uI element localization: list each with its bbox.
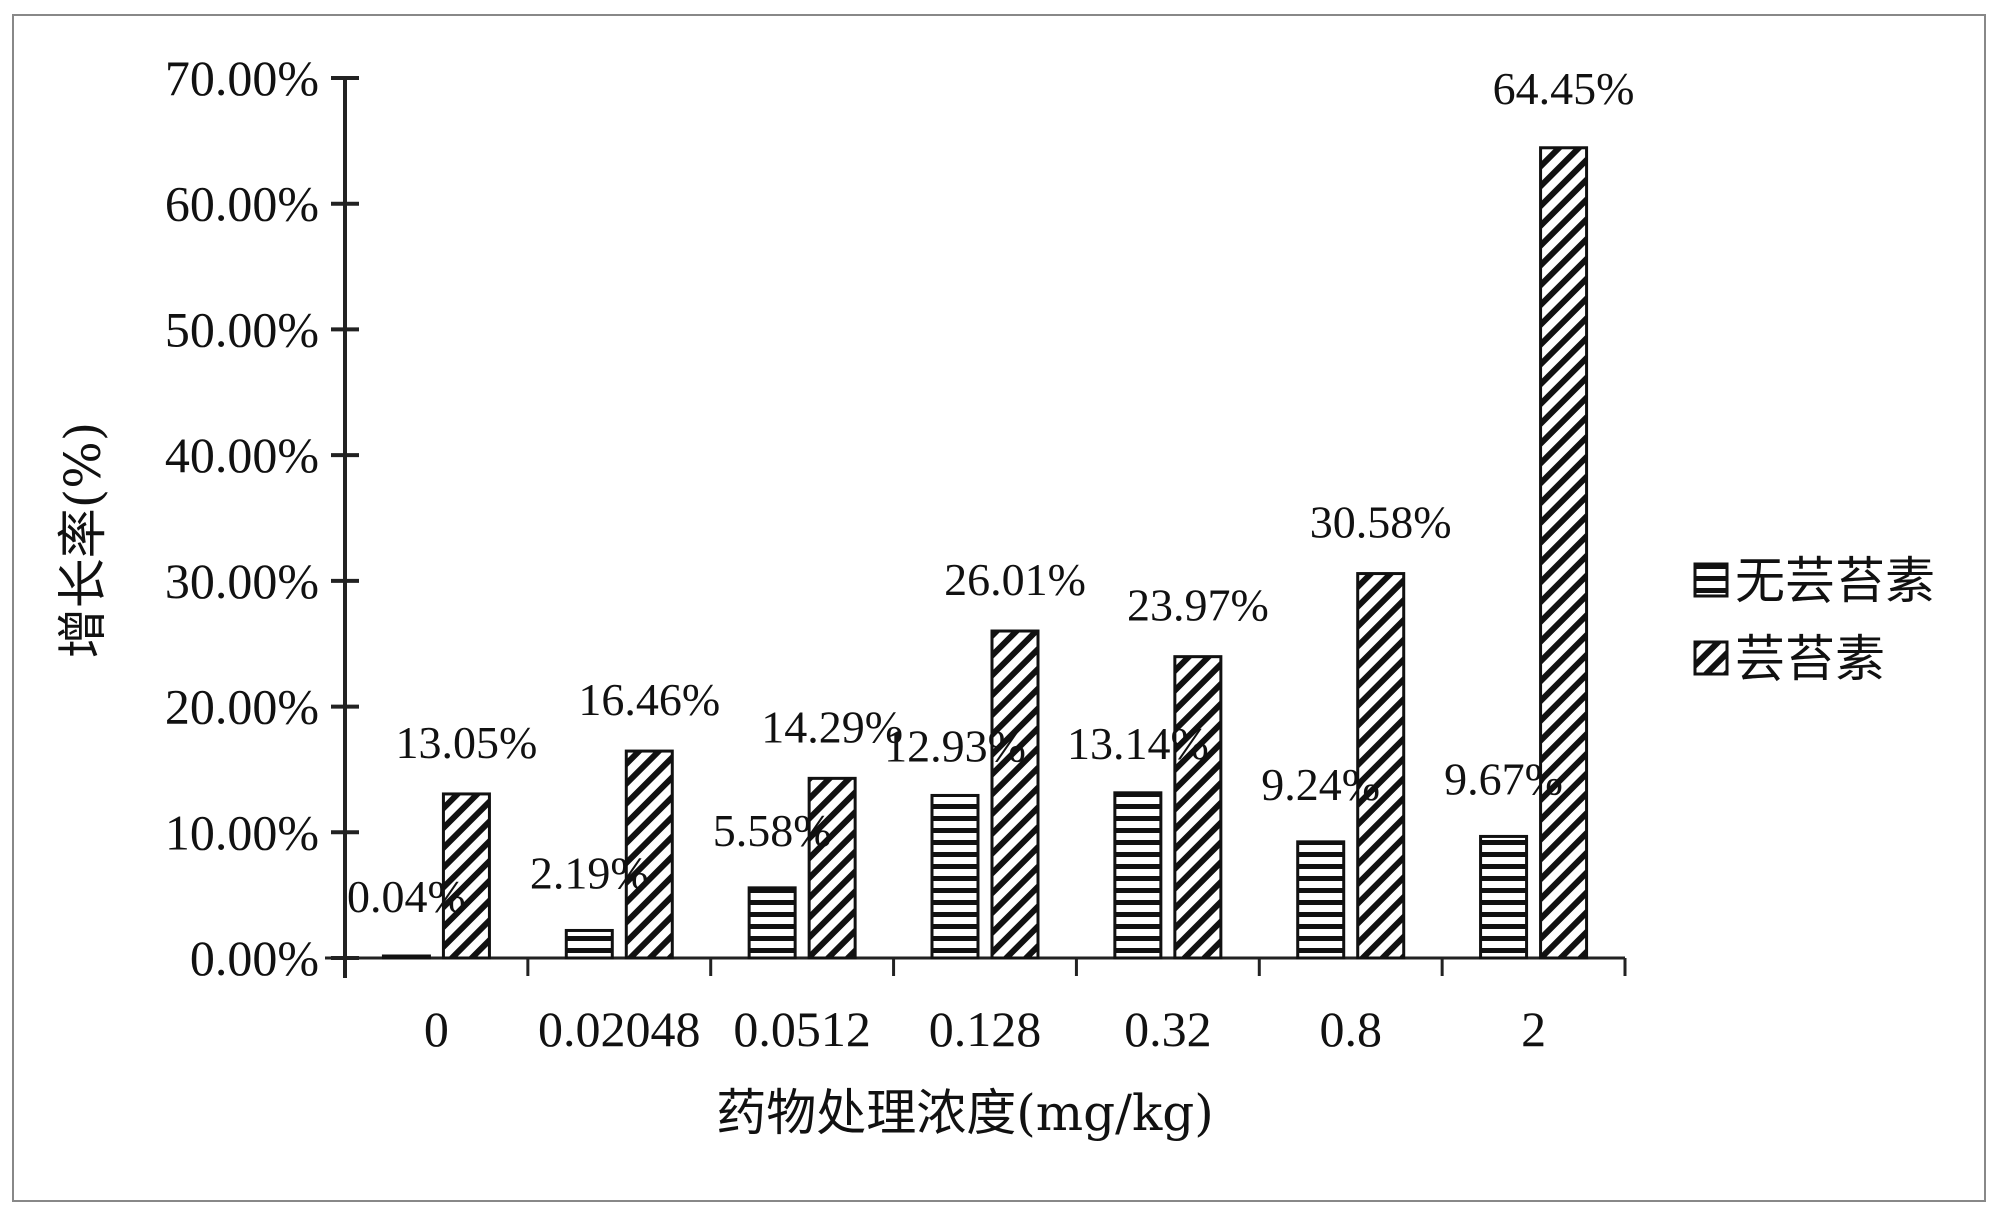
bars <box>381 146 1589 960</box>
data-label-brassinolide: 64.45% <box>1493 63 1635 114</box>
y-tick-label: 20.00% <box>165 679 319 735</box>
y-axis-title: 增长率(%) <box>54 422 112 659</box>
data-label-brassinolide: 13.05% <box>396 717 538 768</box>
bar-no-brassinolide <box>930 793 980 960</box>
data-label-no-brassinolide: 12.93% <box>884 720 1026 771</box>
data-label-brassinolide: 23.97% <box>1127 580 1269 631</box>
data-label-no-brassinolide: 9.24% <box>1261 759 1380 810</box>
x-tick-label: 0.32 <box>1124 1001 1212 1057</box>
data-label-no-brassinolide: 2.19% <box>530 847 649 898</box>
bar-no-brassinolide <box>381 954 431 960</box>
y-tick-label: 60.00% <box>165 176 319 232</box>
x-tick-label: 0.0512 <box>733 1001 871 1057</box>
y-tick-label: 0.00% <box>190 930 319 986</box>
data-label-no-brassinolide: 13.14% <box>1067 718 1209 769</box>
axes: 0.00% 10.00% 20.00% 30.00% 40.00% 50.00% 60.00… <box>165 50 1627 1057</box>
data-label-no-brassinolide: 9.67% <box>1444 753 1563 804</box>
data-label-brassinolide: 30.58% <box>1310 497 1452 548</box>
bar-brassinolide <box>990 629 1040 960</box>
data-labels: 0.04% 2.19% 5.58% 12.93% 13.14% 9.24% 9.67% 13.… <box>347 63 1634 922</box>
bar-no-brassinolide <box>1296 840 1346 960</box>
y-tick-label: 40.00% <box>165 427 319 483</box>
y-tick-label: 50.00% <box>165 301 319 357</box>
bar-brassinolide <box>441 792 491 960</box>
legend-swatch-brassinolide <box>1693 640 1729 676</box>
data-label-brassinolide: 16.46% <box>578 674 720 725</box>
bar-no-brassinolide <box>1479 834 1529 960</box>
bar-brassinolide <box>1356 572 1406 960</box>
legend: 无芸苔素 芸苔素 <box>1693 552 1935 688</box>
chart-frame <box>12 14 1986 1202</box>
legend-swatch-no-brassinolide <box>1693 562 1729 598</box>
bar-no-brassinolide <box>747 886 797 960</box>
bar-brassinolide <box>1173 655 1223 960</box>
x-tick-label: 0.8 <box>1319 1001 1382 1057</box>
bar-brassinolide <box>807 776 857 960</box>
x-tick-label: 0.128 <box>929 1001 1042 1057</box>
y-tick-label: 10.00% <box>165 804 319 860</box>
data-label-brassinolide: 14.29% <box>761 701 903 752</box>
data-label-brassinolide: 26.01% <box>944 554 1086 605</box>
data-label-no-brassinolide: 5.58% <box>713 805 832 856</box>
legend-label-no-brassinolide: 无芸苔素 <box>1735 552 1935 610</box>
x-tick-label: 0.02048 <box>538 1001 701 1057</box>
x-tick-label: 0 <box>424 1001 449 1057</box>
legend-label-brassinolide: 芸苔素 <box>1735 630 1885 688</box>
x-axis-title: 药物处理浓度(mg/kg) <box>716 1084 1214 1142</box>
x-tick-label: 2 <box>1521 1001 1546 1057</box>
bar-no-brassinolide <box>1113 791 1163 960</box>
bar-brassinolide <box>624 749 674 960</box>
y-tick-label: 30.00% <box>165 553 319 609</box>
bar-no-brassinolide <box>564 928 614 960</box>
bar-brassinolide <box>1539 146 1589 960</box>
data-label-no-brassinolide: 0.04% <box>347 871 466 922</box>
y-tick-label: 70.00% <box>165 50 319 106</box>
